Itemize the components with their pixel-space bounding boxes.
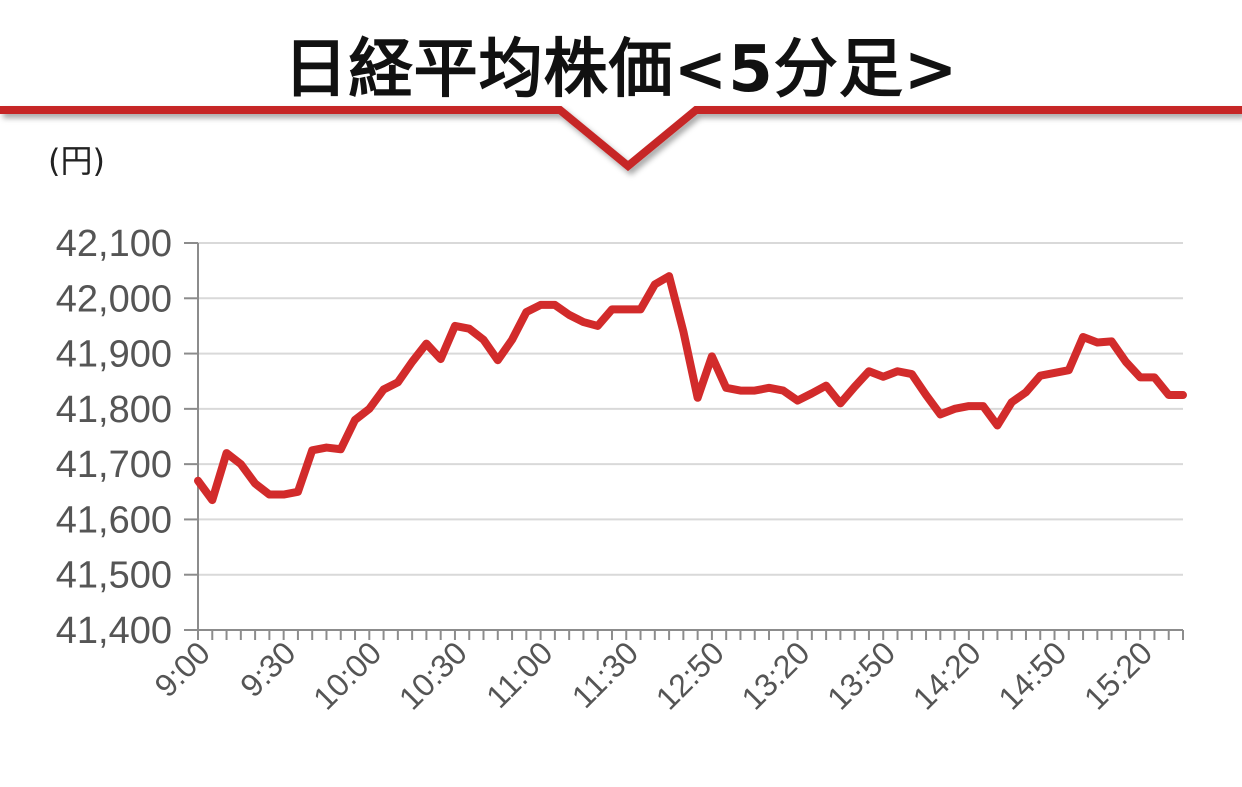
data-point [1111, 340, 1113, 342]
data-point [283, 494, 285, 496]
data-point [1068, 369, 1070, 371]
data-point [368, 408, 370, 410]
data-point [754, 390, 756, 392]
data-point [411, 361, 413, 363]
y-tick-label: 41,400 [56, 610, 172, 652]
y-tick-label: 41,800 [56, 389, 172, 431]
data-point [525, 311, 527, 313]
y-axis-unit-label: (円) [48, 142, 105, 180]
data-point [311, 449, 313, 451]
data-point [839, 402, 841, 404]
data-point [968, 405, 970, 407]
x-tick-label: 13:50 [820, 634, 902, 716]
data-point [697, 397, 699, 399]
title-underline-notch [0, 106, 1242, 172]
data-point [725, 387, 727, 389]
data-point [497, 359, 499, 361]
data-point [911, 373, 913, 375]
data-point [425, 343, 427, 345]
data-point [383, 389, 385, 391]
y-tick-label: 42,000 [56, 278, 172, 320]
data-point [1011, 401, 1013, 403]
data-point [354, 419, 356, 421]
data-point [226, 452, 228, 454]
data-point [454, 325, 456, 327]
data-point [854, 386, 856, 388]
data-point [554, 304, 556, 306]
data-point [982, 405, 984, 407]
data-point [825, 385, 827, 387]
y-tick-label: 42,100 [56, 223, 172, 265]
data-point [925, 394, 927, 396]
data-point [483, 339, 485, 341]
data-point [939, 413, 941, 415]
data-point [1025, 391, 1027, 393]
y-tick-labels: 41,400 41,500 41,600 41,700 41,800 41,900 42,0… [56, 223, 172, 652]
data-point [611, 308, 613, 310]
data-point [739, 390, 741, 392]
x-tick-label: 11:30 [565, 634, 645, 714]
data-point [896, 370, 898, 372]
x-tick-label: 15:20 [1077, 634, 1159, 716]
data-point [668, 275, 670, 277]
chart-title: 日経平均株価<5分足> [283, 33, 959, 107]
data-point [1182, 394, 1184, 396]
x-tick-label: 14:50 [991, 634, 1073, 716]
data-point [625, 308, 627, 310]
data-point [782, 390, 784, 392]
data-point [440, 358, 442, 360]
data-point [582, 321, 584, 323]
data-point [268, 494, 270, 496]
gridlines [198, 242, 1183, 576]
axes [184, 242, 1184, 640]
data-point [1096, 342, 1098, 344]
series-line [194, 272, 1187, 505]
data-point [1168, 394, 1170, 396]
data-point [540, 304, 542, 306]
series-layer [194, 272, 1187, 505]
data-point [511, 339, 513, 341]
data-point [768, 387, 770, 389]
data-point [340, 448, 342, 450]
x-tick-label: 14:20 [906, 634, 988, 716]
data-point [325, 447, 327, 449]
data-point [868, 370, 870, 372]
y-tick-label: 41,600 [56, 499, 172, 541]
y-tick-label: 41,900 [56, 334, 172, 376]
data-point [797, 400, 799, 402]
data-point [711, 355, 713, 357]
data-point [882, 376, 884, 378]
x-tick-label: 9:30 [233, 634, 302, 703]
data-point [1054, 372, 1056, 374]
data-point [211, 499, 213, 501]
data-point [468, 328, 470, 330]
data-point [811, 392, 813, 394]
data-point [654, 283, 656, 285]
x-tick-label: 12:50 [649, 634, 731, 716]
data-point [1139, 376, 1141, 378]
data-point [568, 314, 570, 316]
data-point [254, 482, 256, 484]
x-tick-labels: 9:00 9:30 10:00 10:30 11:00 11:30 12:50 13:20 13… [147, 634, 1159, 716]
data-point [397, 381, 399, 383]
x-tick-label: 11:00 [479, 634, 559, 714]
data-point [954, 408, 956, 410]
x-tick-label: 10:30 [392, 634, 474, 716]
data-point [197, 480, 199, 482]
data-point [1125, 361, 1127, 363]
y-tick-label: 41,700 [56, 444, 172, 486]
data-point [1082, 336, 1084, 338]
data-point [1039, 375, 1041, 377]
x-tick-label: 10:00 [306, 634, 388, 716]
data-point [640, 308, 642, 310]
data-point [1153, 376, 1155, 378]
data-point [240, 463, 242, 465]
y-tick-label: 41,500 [56, 555, 172, 597]
data-point [297, 491, 299, 493]
x-tick-label: 13:20 [734, 634, 816, 716]
data-point [597, 325, 599, 327]
data-point [682, 330, 684, 332]
data-point [996, 424, 998, 426]
